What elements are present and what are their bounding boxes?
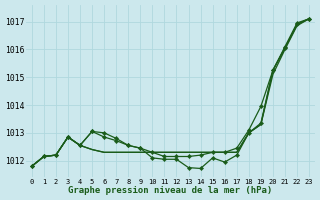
X-axis label: Graphe pression niveau de la mer (hPa): Graphe pression niveau de la mer (hPa) <box>68 186 273 195</box>
